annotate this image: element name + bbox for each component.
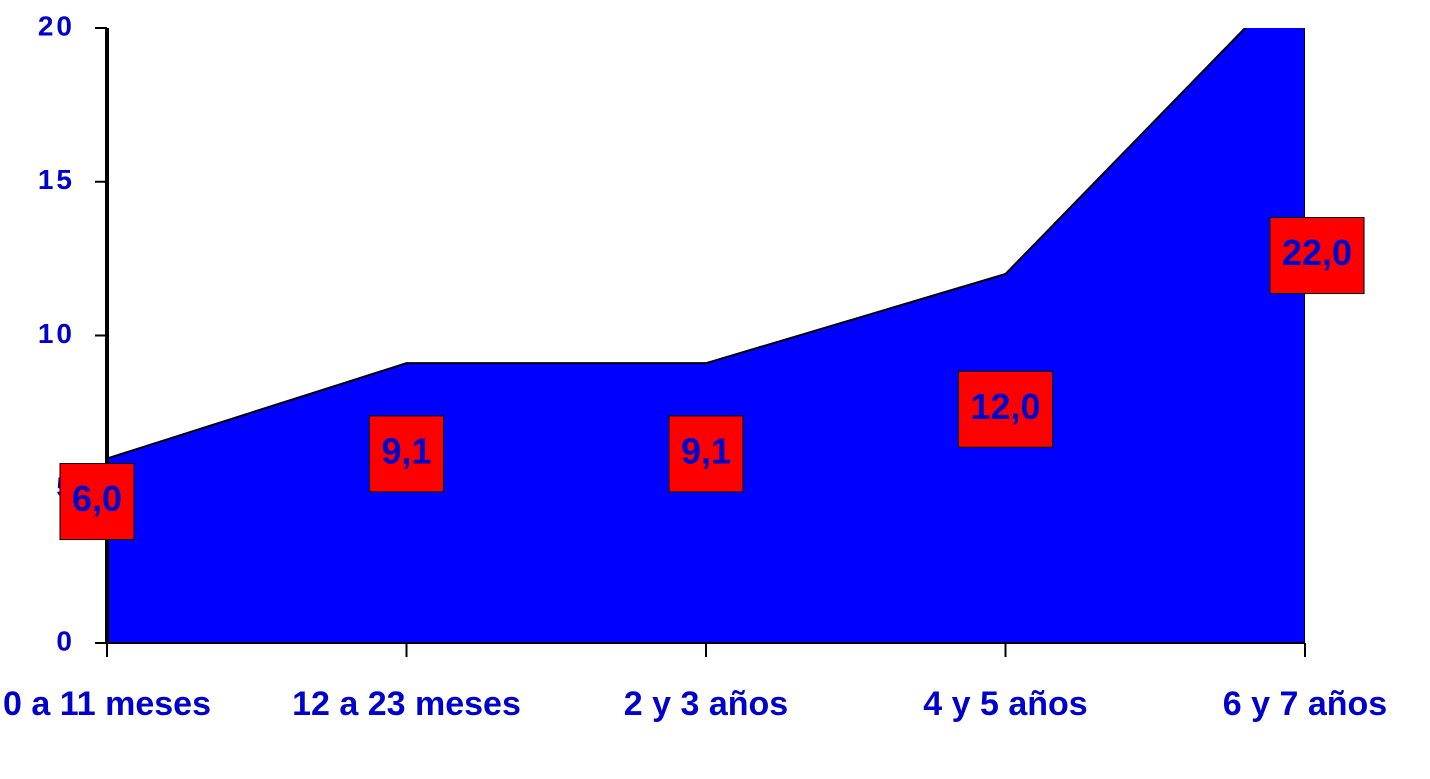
y-tick-label: 20 [38, 10, 75, 41]
y-tick-label: 10 [38, 318, 75, 349]
x-tick-label: 6 y 7 años [1223, 685, 1387, 723]
value-label-text: 9,1 [681, 430, 731, 471]
x-tick-label: 0 a 11 meses [3, 685, 211, 723]
value-label-box [668, 415, 744, 493]
value-label-box [1269, 217, 1365, 295]
value-label: 9,1 [368, 415, 445, 493]
x-tick-label: 12 a 23 meses [292, 685, 521, 723]
value-label-box [59, 463, 135, 541]
value-label-text: 22,0 [1282, 232, 1352, 273]
area [107, 28, 1305, 643]
value-label-text: 12,0 [970, 386, 1040, 427]
value-label-box [368, 415, 445, 493]
x-tick-label: 4 y 5 años [923, 685, 1087, 723]
value-label: 9,1 [668, 415, 744, 493]
value-label-box [957, 370, 1054, 448]
value-label: 12,0 [957, 370, 1054, 448]
value-label-text: 6,0 [72, 478, 122, 519]
y-tick-label: 0 [56, 625, 75, 656]
x-tick-label: 2 y 3 años [624, 685, 788, 723]
value-label: 6,0 [59, 463, 135, 541]
value-label: 22,0 [1269, 217, 1365, 295]
value-label-text: 9,1 [381, 430, 431, 471]
y-tick-label: 15 [38, 164, 75, 195]
